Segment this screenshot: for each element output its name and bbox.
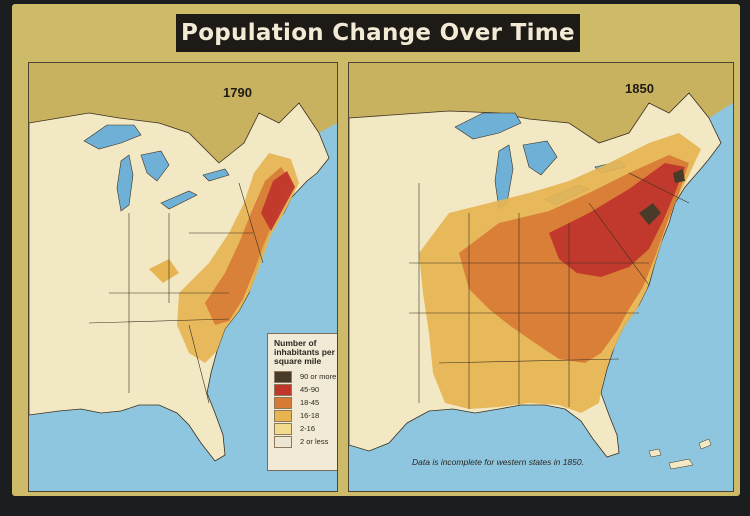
data-note: Data is incomplete for western states in… [412,457,584,467]
legend-swatch [274,383,292,396]
legend-item: 45-90 [274,383,337,396]
density-45-90 [549,163,685,277]
state-borders [409,172,690,409]
density-90-plus-ny [639,203,661,225]
lake-ontario [202,168,230,182]
lake-huron [140,150,170,182]
lake-erie [160,190,198,210]
map-year-label: 1850 [625,81,654,96]
legend-item: 2 or less [274,435,337,448]
lake-michigan [116,154,134,212]
map-1850-graphic [349,63,733,491]
density-kentucky [149,259,179,283]
legend-label: 16-18 [300,411,320,420]
legend-item: 2-16 [274,422,337,435]
legend-swatch [274,370,292,383]
legend-label: 2-16 [300,424,316,433]
legend-item: 16-18 [274,409,337,422]
canada-land [29,63,337,163]
legend-label: 45-90 [300,385,320,394]
state-borders [88,182,264,404]
legend-item: 90 or more [274,370,337,383]
lake-superior [83,124,142,150]
legend-swatch [274,409,292,422]
density-90-plus-boston [673,169,685,183]
legend-item: 18-45 [274,396,337,409]
map-year-label: 1790 [223,85,252,100]
poster-title: Population Change Over Time [176,14,580,52]
canada-land [349,63,733,143]
map-1790-graphic [29,63,337,491]
lake-superior [454,112,522,140]
map-legend: Number of inhabitants per square mile 90… [267,333,337,471]
caribbean-islands [648,438,712,470]
density-45-90-newengland [261,171,295,231]
legend-label: 18-45 [300,398,320,407]
map-1850: 1850 [348,62,734,492]
map-1790: 1790 Number of inhabitants per square mi… [28,62,338,492]
legend-swatch [274,435,292,448]
legend-title: Number of inhabitants per square mile [274,338,335,366]
lake-huron [522,140,558,176]
legend-swatch [274,422,292,435]
legend-label: 90 or more [300,372,337,381]
map-poster: Population Change Over Time [12,4,740,496]
legend-swatch [274,396,292,409]
legend-label: 2 or less [300,437,329,446]
